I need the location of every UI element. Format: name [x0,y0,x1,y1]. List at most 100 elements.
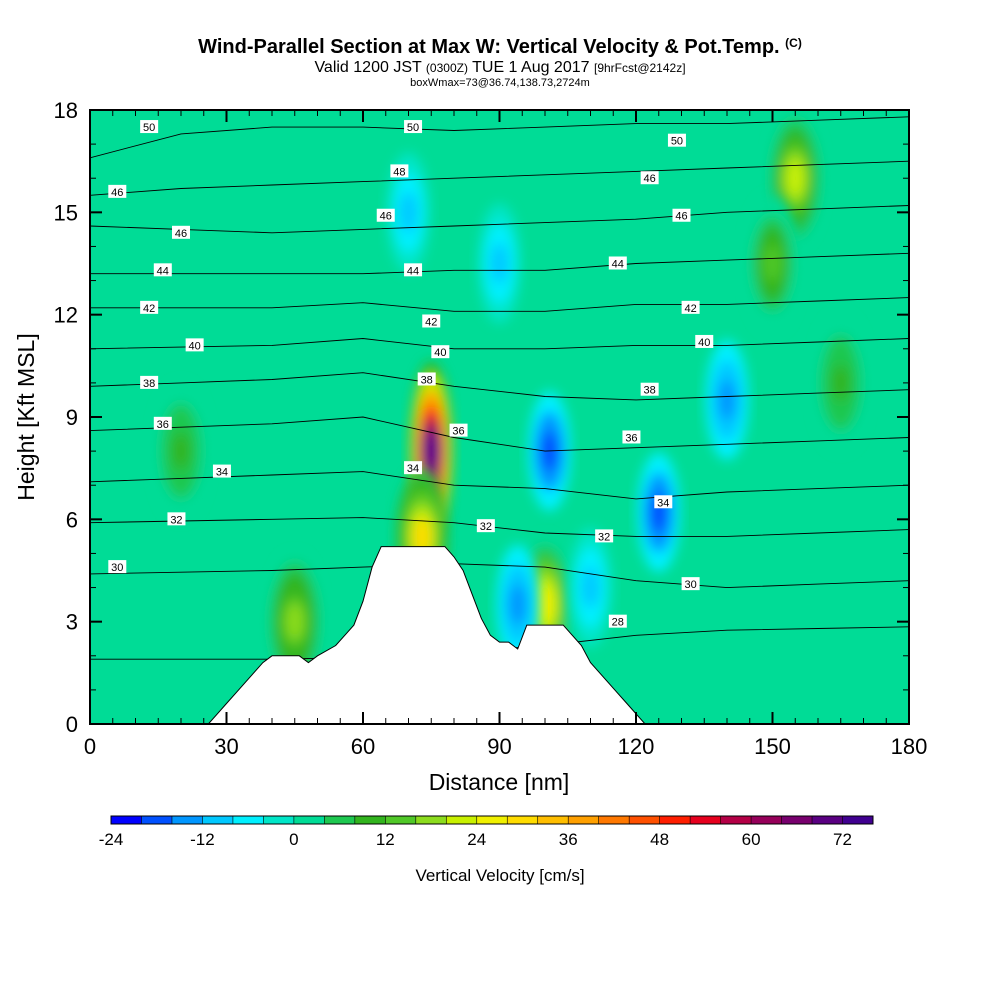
svg-text:38: 38 [421,374,433,386]
isentrope-30 [90,563,909,589]
isentrope-44 [90,252,909,275]
isentrope-label-5: 46 [640,171,659,185]
colorbar-swatch-19 [690,816,722,824]
isentrope-label-2: 50 [667,133,686,148]
colorbar-swatch-8 [354,816,386,824]
isentrope-label-30: 30 [108,560,127,574]
isentrope-label-20: 38 [640,382,659,397]
colorbar-swatch-9 [385,816,417,824]
colorbar-swatch-24 [842,816,874,824]
x-tick-label-60: 60 [351,734,375,759]
colorbar-tick--12: -12 [190,830,215,849]
colorbar-swatch-16 [598,816,630,824]
downdraft-core-3 [496,544,540,665]
svg-text:50: 50 [407,122,419,134]
x-tick-label-150: 150 [754,734,791,759]
downdraft-core-1 [637,452,681,573]
y-tick-label-12: 12 [54,303,78,328]
copyright-mark: (C) [785,36,802,50]
colorbar-swatch-2 [171,816,203,824]
valid-date: TUE 1 Aug 2017 [472,59,590,76]
box-wmax-info: boxWmax=73@36.74,138.73,2724m [410,77,590,89]
isentrope-38 [90,372,909,401]
svg-text:46: 46 [380,211,392,223]
colorbar-swatch-14 [537,816,569,824]
terrain-profile [90,546,909,724]
svg-text:28: 28 [612,617,624,629]
y-axis-label: Height [Kft MSL] [13,333,39,500]
svg-text:32: 32 [598,531,610,543]
svg-text:32: 32 [480,521,492,533]
isentrope-42 [90,297,909,312]
svg-text:34: 34 [216,467,228,479]
isentrope-label-27: 32 [167,512,186,526]
isentrope-label-18: 38 [140,375,159,390]
isentrope-label-22: 36 [449,423,468,438]
valid-time: Valid 1200 JST [314,59,422,76]
isentrope-label-7: 46 [672,208,691,223]
isentrope-label-3: 48 [390,164,409,178]
colorbar-swatch-21 [751,816,783,824]
isentrope-label-17: 40 [695,334,714,349]
x-axis: 0 30 60 90 120 150 180 [84,110,927,759]
updraft-core-5 [745,196,800,331]
x-tick-label-120: 120 [618,734,655,759]
x-tick-label-90: 90 [487,734,511,759]
colorbar: -24 -12 0 12 24 36 48 60 72 [99,815,874,849]
isentrope-label-4: 46 [108,184,127,199]
isentrope-46 [90,205,909,234]
y-tick-label-6: 6 [66,507,78,532]
colorbar-tick-48: 48 [650,830,669,849]
svg-text:42: 42 [684,303,696,315]
colorbar-swatch-18 [659,816,691,824]
colorbar-swatch-3 [202,816,234,824]
isentrope-label-15: 40 [185,338,204,352]
chart-subtitle: Valid 1200 JST (0300Z) TUE 1 Aug 2017 [9… [0,59,1000,77]
colorbar-swatch-15 [568,816,600,824]
updraft-core-6 [813,315,868,451]
updraft-core-7 [154,383,208,519]
svg-text:36: 36 [625,432,637,444]
x-tick-label-180: 180 [891,734,928,759]
downdraft-core-5 [478,203,521,324]
svg-text:48: 48 [393,166,405,178]
svg-text:46: 46 [644,173,656,185]
svg-text:40: 40 [189,340,201,352]
isentrope-label-26: 34 [654,495,673,509]
svg-text:42: 42 [143,303,155,315]
isentrope-label-9: 44 [153,263,172,277]
colorbar-swatch-12 [476,816,508,824]
isentrope-label-12: 42 [140,300,159,315]
isentrope-label-16: 40 [431,345,450,359]
plot-area: 50 50 50 48 46 46 46 46 46 44 44 44 42 42 42 40 40 40 38 38… [90,110,909,724]
colorbar-swatch-7 [324,816,356,824]
colorbar-swatch-0 [111,816,142,824]
isentrope-label-29: 32 [595,529,614,543]
forecast-info: [9hrFcst@2142z] [593,61,686,75]
isentrope-label-10: 44 [404,263,423,277]
y-tick-label-0: 0 [66,712,78,737]
isentrope-label-1: 50 [404,120,423,134]
isentrope-label-32: 28 [608,614,627,629]
isentrope-label-11: 44 [608,256,627,271]
svg-text:46: 46 [675,211,687,223]
utc-time: (0300Z) [425,61,468,75]
isentrope-label-6: 46 [376,208,395,223]
isentrope-label-13: 42 [422,314,441,328]
colorbar-swatch-10 [415,816,447,824]
colorbar-swatch-20 [720,816,752,824]
colorbar-swatch-6 [293,816,325,824]
isentrope-label-31: 30 [681,577,700,591]
colorbar-tick-36: 36 [559,830,578,849]
isentrope-label-19: 38 [417,372,436,386]
colorbar-tick-0: 0 [289,830,298,849]
isentrope-label-14: 42 [681,300,700,315]
isentrope-label-23: 36 [622,430,641,444]
isentrope-48 [90,160,909,196]
colorbar-tick-72: 72 [833,830,852,849]
svg-text:50: 50 [671,136,683,148]
svg-text:40: 40 [698,337,710,349]
svg-text:32: 32 [170,514,182,526]
